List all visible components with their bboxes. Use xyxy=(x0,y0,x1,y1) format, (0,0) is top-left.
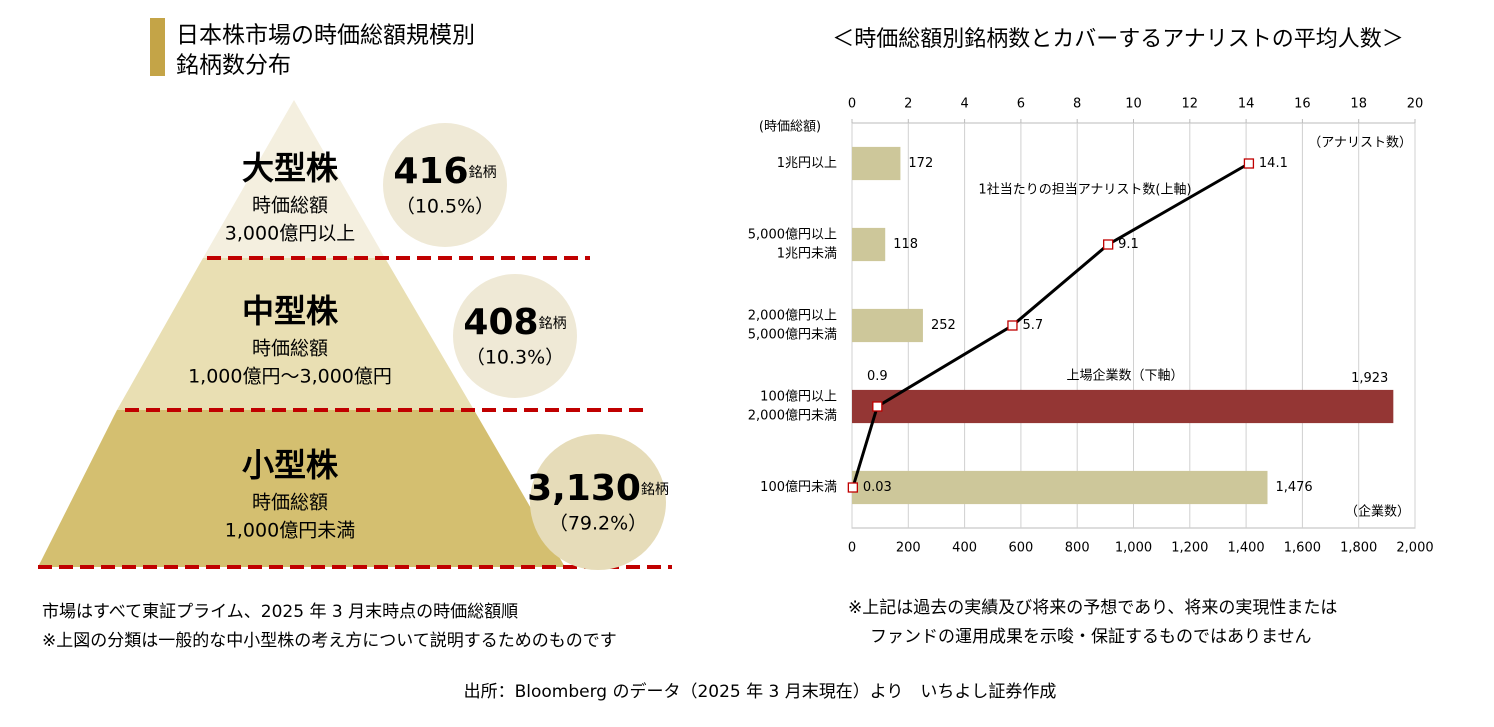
tier-range: 1,000億円～3,000億円 xyxy=(188,366,392,388)
circle xyxy=(530,434,666,570)
x2-tick-label: 20 xyxy=(1407,97,1424,112)
x2-tick-label: 0 xyxy=(848,97,856,112)
tier-label: 時価総額 xyxy=(252,338,328,360)
x-tick-label: 1,200 xyxy=(1171,541,1208,556)
source: 出所：Bloomberg のデータ（2025 年 3 月末現在）より いちよし証… xyxy=(464,681,1057,702)
marker xyxy=(1007,320,1018,331)
tier-name: 大型株 xyxy=(242,149,339,187)
category-label: 1兆円未満 xyxy=(777,247,837,262)
tier-share: （79.2%） xyxy=(549,513,647,535)
x2-tick-label: 6 xyxy=(1017,97,1025,112)
x-tick-label: 600 xyxy=(1008,541,1033,556)
note: ※上図の分類は一般的な中小型株の考え方について説明するためのものです xyxy=(42,631,617,651)
bar xyxy=(852,146,901,181)
pyramid-title: 日本株市場の時価総額規模別 xyxy=(176,23,475,49)
category-label: 1兆円以上 xyxy=(777,156,837,171)
circle xyxy=(383,123,507,247)
x2-tick-label: 14 xyxy=(1238,97,1255,112)
x-tick-label: 1,400 xyxy=(1227,541,1264,556)
axis-label: （アナリスト数） xyxy=(1308,136,1412,151)
tier-middle xyxy=(117,258,474,410)
x2-tick-label: 8 xyxy=(1073,97,1081,112)
marker xyxy=(1103,239,1114,250)
note: 市場はすべて東証プライム、2025 年 3 月末時点の時価総額順 xyxy=(42,602,518,622)
count: 408 xyxy=(463,302,538,343)
tier-range: 3,000億円以上 xyxy=(225,223,355,245)
x2-tick-label: 12 xyxy=(1182,97,1199,112)
axis-label: (時価総額) xyxy=(759,120,821,135)
unit: 銘柄 xyxy=(539,316,567,332)
category-label: 100億円未満 xyxy=(760,479,837,495)
tier-count: 3,130銘柄 xyxy=(527,468,669,509)
x2-tick-label: 2 xyxy=(904,97,912,112)
x-tick-label: 1,800 xyxy=(1340,541,1377,556)
series-label: 上場企業数（下軸） xyxy=(1066,368,1183,384)
x-tick-label: 2,000 xyxy=(1396,541,1433,556)
value-label: 1,923 xyxy=(1351,371,1388,386)
note: ※上記は過去の実績及び将来の予想であり、将来の実現性または xyxy=(848,598,1337,618)
chart-title: ＜時価総額別銘柄数とカバーするアナリストの平均人数＞ xyxy=(832,27,1404,52)
point-label: 0.03 xyxy=(863,480,892,495)
x-tick-label: 800 xyxy=(1065,541,1090,556)
x2-tick-label: 10 xyxy=(1125,97,1142,112)
point-label: 14.1 xyxy=(1259,156,1288,171)
tier-label: 時価総額 xyxy=(252,492,328,514)
tier-top xyxy=(203,100,385,258)
x2-tick-label: 18 xyxy=(1350,97,1367,112)
point-label: 5.7 xyxy=(1022,318,1043,333)
unit: 銘柄 xyxy=(641,482,669,498)
x2-tick-label: 4 xyxy=(960,97,968,112)
value-label: 252 xyxy=(931,318,956,333)
x-tick-label: 0 xyxy=(848,541,856,556)
series-label: 1社当たりの担当アナリスト数(上軸) xyxy=(978,182,1191,198)
point-label: 9.1 xyxy=(1118,237,1139,252)
marker xyxy=(872,401,883,412)
marker xyxy=(847,482,858,493)
tier-label: 時価総額 xyxy=(252,195,328,217)
x-tick-label: 1,600 xyxy=(1284,541,1321,556)
tier-share: （10.3%） xyxy=(466,347,564,369)
tier-name: 中型株 xyxy=(242,292,339,330)
x2-tick-label: 16 xyxy=(1294,97,1311,112)
category-label: 100億円以上 xyxy=(760,389,837,405)
category-label: 5,000億円以上 xyxy=(748,227,837,243)
marker xyxy=(1243,158,1255,169)
bar xyxy=(852,227,886,262)
value-label: 172 xyxy=(908,156,933,171)
unit: 銘柄 xyxy=(469,165,497,181)
note: ファンドの運用成果を示唆・保証するものではありません xyxy=(870,627,1312,647)
circle xyxy=(453,274,577,398)
point-label: 0.9 xyxy=(867,369,888,384)
count: 3,130 xyxy=(527,468,641,509)
bar xyxy=(852,470,1268,505)
x-tick-label: 400 xyxy=(952,541,977,556)
tier-name: 小型株 xyxy=(242,446,339,484)
tier-count: 416銘柄 xyxy=(393,151,496,192)
pyramid-title: 銘柄数分布 xyxy=(176,53,291,79)
value-label: 1,476 xyxy=(1275,480,1312,495)
value-label: 118 xyxy=(893,237,918,252)
title-bar xyxy=(150,18,165,76)
tier-bottom xyxy=(38,410,565,567)
bar xyxy=(852,389,1394,424)
category-label: 2,000億円未満 xyxy=(748,408,837,424)
bar xyxy=(852,308,923,343)
x-tick-label: 1,000 xyxy=(1115,541,1152,556)
tier-range: 1,000億円未満 xyxy=(225,520,355,542)
count: 416 xyxy=(393,151,468,192)
x-tick-label: 200 xyxy=(896,541,921,556)
axis-label: （企業数） xyxy=(1345,504,1410,520)
category-label: 2,000億円以上 xyxy=(748,308,837,324)
tier-count: 408銘柄 xyxy=(463,302,566,343)
category-label: 5,000億円未満 xyxy=(748,327,837,343)
dividers xyxy=(38,256,672,569)
tier-share: （10.5%） xyxy=(396,196,494,218)
